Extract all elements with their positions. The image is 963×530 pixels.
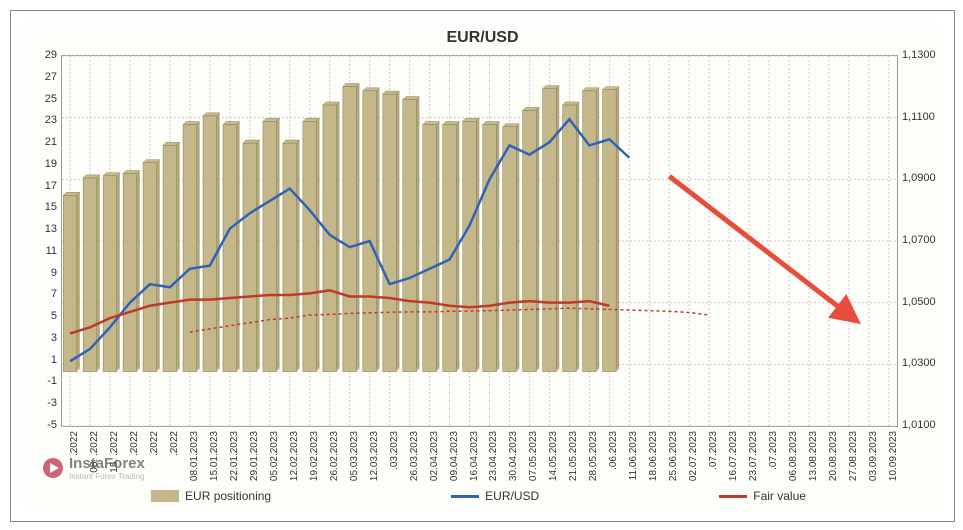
y-right-tick: 1,0100 xyxy=(902,419,936,431)
y-right-tick: 1,0300 xyxy=(902,357,936,369)
x-tick: .2022 xyxy=(69,431,80,456)
x-tick: 18.06.2023 xyxy=(648,431,659,481)
legend-item: EUR positioning xyxy=(151,489,271,503)
x-tick: 09.04.2023 xyxy=(449,431,460,481)
y-left-tick: 11 xyxy=(46,245,57,257)
outer-frame: EUR/USD -5-3-11357911131517192123252729 … xyxy=(10,10,955,522)
x-tick: .2022 xyxy=(169,431,180,456)
legend-label: EUR/USD xyxy=(485,489,539,503)
x-tick: 30.04.2023 xyxy=(508,431,519,481)
y-left-tick: -3 xyxy=(47,397,57,409)
x-tick: .07.2023 xyxy=(708,431,719,470)
y-left-tick: 15 xyxy=(45,201,57,213)
y-left-tick: 3 xyxy=(51,332,57,344)
y-left-tick: 5 xyxy=(51,310,57,322)
x-tick: 02.04.2023 xyxy=(429,431,440,481)
bar-series xyxy=(63,83,619,371)
y-left-axis: -5-3-11357911131517192123252729 xyxy=(23,55,59,425)
y-right-tick: 1,0700 xyxy=(902,234,936,246)
y-left-tick: 17 xyxy=(45,180,57,192)
x-tick: .03.2023 xyxy=(389,431,400,470)
x-tick: 26.02.2023 xyxy=(329,431,340,481)
y-right-tick: 1,0900 xyxy=(902,172,936,184)
legend: EUR positioning EUR/USD Fair value xyxy=(61,487,896,505)
y-right-tick: 1,1100 xyxy=(902,111,935,123)
chart-title: EUR/USD xyxy=(23,29,942,47)
y-left-tick: 21 xyxy=(45,136,57,148)
x-tick: 15.01.2023 xyxy=(209,431,220,481)
y-left-tick: 29 xyxy=(45,49,57,61)
y-left-tick: -1 xyxy=(47,375,57,387)
x-tick: .2022 xyxy=(129,431,140,456)
x-tick: 06.08.2023 xyxy=(788,431,799,481)
x-tick: 08. .2022 xyxy=(89,431,100,473)
plot-area xyxy=(61,55,898,427)
x-tick: 11.06.2023 xyxy=(628,431,639,480)
x-tick: 23.07.2023 xyxy=(748,431,759,481)
y-left-tick: 9 xyxy=(51,267,57,279)
legend-swatch-bar-icon xyxy=(151,490,179,502)
watermark-logo-icon xyxy=(43,458,63,478)
y-right-tick: 1,0500 xyxy=(902,296,936,308)
x-tick: 15. .2022 xyxy=(109,431,120,473)
y-left-tick: 7 xyxy=(51,288,57,300)
x-tick: 12.03.2023 xyxy=(369,431,380,481)
x-tick: 02.07.2023 xyxy=(688,431,699,481)
y-right-tick: 1,1300 xyxy=(902,49,936,61)
plot-svg xyxy=(62,56,897,426)
trend-arrow xyxy=(669,176,849,315)
legend-label: EUR positioning xyxy=(185,489,271,503)
x-tick: 25.06.2023 xyxy=(668,431,679,481)
x-tick: 19.02.2023 xyxy=(309,431,320,481)
x-tick: .2022 xyxy=(149,431,160,456)
x-tick: 21.05.2023 xyxy=(568,431,579,481)
legend-label: Fair value xyxy=(753,489,806,503)
x-tick: 16.04.2023 xyxy=(469,431,480,481)
x-tick: 03.09.2023 xyxy=(868,431,879,481)
y-left-tick: 1 xyxy=(51,354,57,366)
y-left-tick: 25 xyxy=(45,93,57,105)
x-tick: 22.01.2023 xyxy=(229,431,240,481)
x-axis: .2022 08. .2022 15. .2022 .2022 .2022 .202… xyxy=(61,427,896,487)
x-tick: 16.07.2023 xyxy=(728,431,739,481)
x-tick: 05.03.2023 xyxy=(349,431,360,481)
x-tick: 12.02.2023 xyxy=(289,431,300,481)
y-left-tick: 23 xyxy=(45,114,57,126)
legend-swatch-line-icon xyxy=(451,495,479,498)
legend-item: Fair value xyxy=(719,489,806,503)
x-tick: 29.01.2023 xyxy=(249,431,260,481)
x-tick: 14.05.2023 xyxy=(548,431,559,481)
x-tick: 10.09.2023 xyxy=(888,431,899,481)
x-tick: 07.05.2023 xyxy=(528,431,539,481)
x-tick: 20.08.2023 xyxy=(828,431,839,481)
y-left-tick: 19 xyxy=(45,158,57,170)
y-left-tick: 13 xyxy=(45,223,57,235)
x-tick: .06.2023 xyxy=(608,431,619,470)
y-right-axis: 1,01001,03001,05001,07001,09001,11001,13… xyxy=(898,55,942,425)
y-left-tick: -5 xyxy=(47,419,57,431)
x-tick: .07.2023 xyxy=(768,431,779,470)
x-tick: 27.08.2023 xyxy=(848,431,859,481)
x-tick: 23.04.2023 xyxy=(488,431,499,481)
x-tick: 08.01.2023 xyxy=(189,431,200,481)
legend-swatch-line-icon xyxy=(719,495,747,498)
x-tick: 13.08.2023 xyxy=(808,431,819,481)
x-tick: 05.02.2023 xyxy=(269,431,280,481)
x-tick: 28.05.2023 xyxy=(588,431,599,481)
x-tick: 26.03.2023 xyxy=(409,431,420,481)
chart-container: EUR/USD -5-3-11357911131517192123252729 … xyxy=(23,23,942,509)
y-left-tick: 27 xyxy=(45,71,57,83)
legend-item: EUR/USD xyxy=(451,489,539,503)
